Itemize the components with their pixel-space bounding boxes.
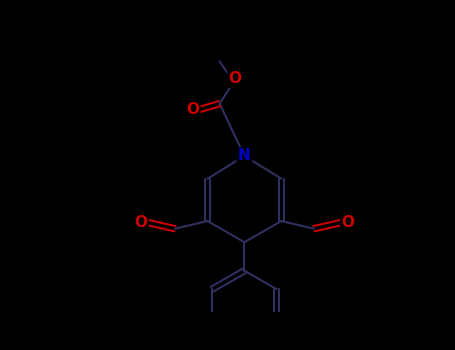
Text: O: O <box>342 215 354 230</box>
Text: O: O <box>228 71 242 86</box>
Text: O: O <box>134 215 147 230</box>
Text: N: N <box>238 148 251 163</box>
Text: O: O <box>186 102 199 117</box>
